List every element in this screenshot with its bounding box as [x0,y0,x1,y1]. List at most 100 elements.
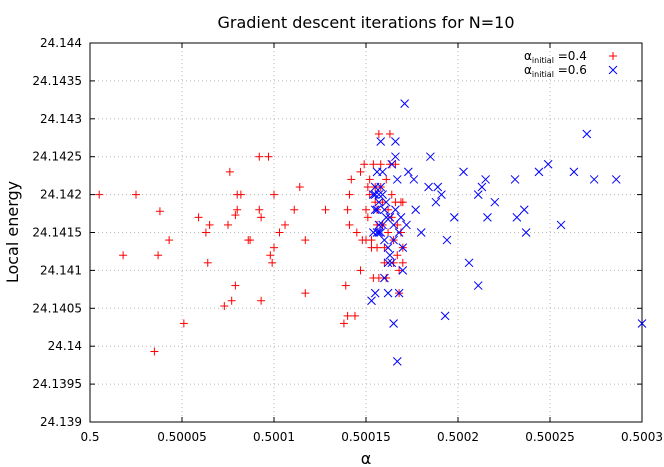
data-point-cross [582,129,592,139]
data-point-plus [132,190,140,199]
legend-marker [608,65,618,75]
data-point-cross [431,197,441,207]
data-point-plus [264,152,273,161]
data-point-plus [203,258,212,267]
data-point-plus [345,220,354,229]
data-point-plus [391,160,400,169]
data-point-cross [396,212,406,222]
data-point-cross [392,357,402,366]
data-point-plus [343,205,352,214]
data-point-plus [382,175,391,184]
data-point-cross [473,190,483,199]
data-point-cross [398,243,408,253]
data-point-cross [381,212,391,222]
x-tick-label: 0.5001 [253,430,295,444]
data-point-cross [378,220,387,230]
data-point-cross [370,182,380,192]
data-point-plus [231,211,240,220]
data-point-plus [345,190,354,199]
data-point-plus [179,319,188,328]
data-point-plus [155,207,164,216]
data-point-plus [382,273,391,282]
data-point-plus [384,205,393,214]
data-point-cross [534,167,544,177]
data-point-plus [347,175,356,184]
data-point-plus [301,289,310,298]
data-point-cross [512,212,522,222]
grid-layer [90,43,642,422]
data-point-cross [383,288,393,298]
data-point-cross [370,205,380,215]
data-point-cross [521,228,531,237]
data-point-cross [411,205,421,215]
data-point-plus [339,319,348,328]
data-point-plus [201,228,210,237]
data-point-cross [376,137,386,146]
data-point-cross [389,220,398,230]
y-tick-label: 24.141 [40,263,82,277]
data-point-cross [369,190,378,199]
data-point-plus [270,190,278,199]
data-point-plus [224,220,232,229]
x-tick-label: 0.50025 [525,430,575,444]
data-point-plus [301,236,310,245]
data-point-plus [343,311,352,320]
data-point-plus [363,213,372,222]
point-layer [95,99,647,366]
data-point-plus [194,213,203,222]
data-point-cross [374,220,384,230]
data-point-cross [400,99,409,108]
data-point-cross [385,212,395,222]
data-point-plus [398,258,407,267]
y-tick-label: 24.142 [40,188,82,202]
data-point-plus [165,236,174,245]
data-point-plus [255,152,264,161]
data-point-cross [380,273,389,283]
data-point-plus [367,236,376,245]
data-point-plus [236,190,245,199]
data-point-cross [381,197,391,207]
data-point-cross [611,175,621,184]
data-point-plus [257,296,266,305]
data-point-cross [370,190,380,199]
data-point-cross [370,288,380,298]
data-point-plus [363,183,372,192]
data-point-plus [362,205,370,214]
data-point-cross [424,182,433,192]
data-point-plus [395,266,404,275]
data-point-plus [275,228,284,237]
data-point-cross [449,212,459,222]
y-tick-label: 24.1415 [32,226,82,240]
data-point-plus [205,220,214,229]
data-point-plus [321,205,330,214]
data-point-plus [225,167,234,176]
data-point-plus [295,183,304,192]
data-point-plus [393,220,402,229]
data-point-cross [367,296,376,306]
data-point-plus [233,205,242,214]
y-tick-label: 24.144 [40,36,82,50]
data-point-plus [270,243,278,252]
data-point-cross [389,319,398,328]
y-tick-label: 24.1435 [32,74,82,88]
data-point-plus [365,190,374,199]
data-point-plus [227,296,236,305]
data-point-plus [360,160,369,169]
x-axis-title: α [361,449,372,467]
data-point-plus [154,251,163,260]
x-tick-label: 0.50005 [157,430,207,444]
data-point-plus [266,251,275,260]
data-point-plus [387,213,396,222]
data-point-cross [483,212,492,222]
data-point-cross [380,235,389,245]
data-point-cross [394,228,404,237]
data-point-cross [416,228,426,237]
data-point-cross [403,167,413,177]
data-point-plus [246,236,255,245]
data-point-cross [637,319,647,328]
data-point-cross [409,175,419,184]
data-point-cross [372,205,382,215]
data-point-plus [373,243,382,252]
